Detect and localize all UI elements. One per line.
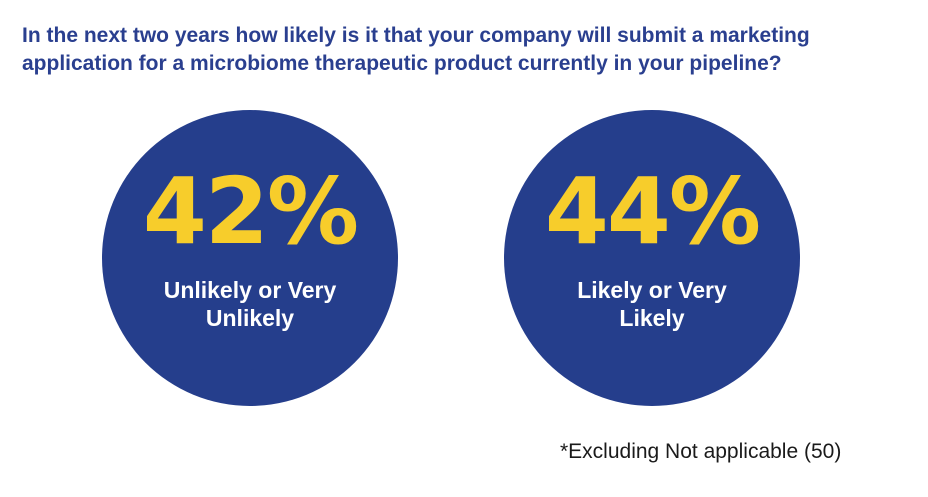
stat-circle-unlikely: 42% Unlikely or Very Unlikely (102, 110, 398, 406)
stat-circle-likely: 44% Likely or Very Likely (504, 110, 800, 406)
chart-title-line-1: In the next two years how likely is it t… (22, 24, 810, 47)
footnote: *Excluding Not applicable (50) (560, 440, 842, 463)
stat-label-unlikely: Unlikely or Very Unlikely (132, 276, 368, 332)
stat-label-likely-line-1: Likely or Very (577, 277, 727, 303)
stat-label-unlikely-line-2: Unlikely (205, 305, 295, 331)
stat-label-unlikely-line-1: Unlikely or Very (163, 277, 337, 303)
chart-title-line-2: application for a microbiome therapeutic… (22, 52, 782, 75)
stat-label-likely: Likely or Very Likely (534, 276, 770, 332)
stat-value-likely: 44% (544, 158, 761, 265)
chart-title: In the next two years how likely is it t… (22, 22, 902, 78)
stat-label-likely-line-2: Likely (619, 305, 685, 331)
stat-value-unlikely: 42% (142, 158, 359, 265)
